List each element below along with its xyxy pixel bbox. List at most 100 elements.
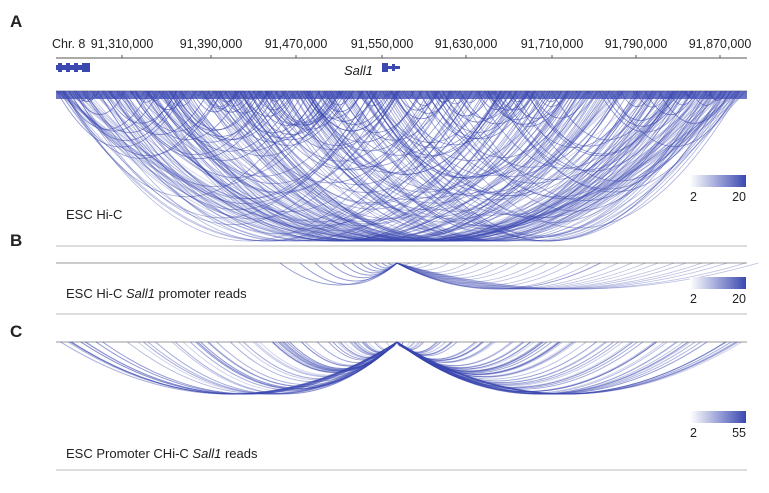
hic-arc xyxy=(484,90,549,120)
hic-arc xyxy=(62,90,711,242)
hic-arc xyxy=(213,90,332,143)
hic-arc xyxy=(131,90,736,242)
hic-arc xyxy=(456,90,714,201)
coord-tick-label: 91,470,000 xyxy=(264,37,328,51)
hic-arc xyxy=(196,90,675,242)
hic-arc xyxy=(83,90,625,242)
promoter-arc xyxy=(396,262,423,267)
hic-arc xyxy=(235,90,728,242)
chic-arc xyxy=(396,341,547,373)
chic-arc xyxy=(396,341,689,395)
hic-arc xyxy=(62,90,220,159)
promoter-arc xyxy=(396,262,450,271)
hic-arc xyxy=(56,90,739,242)
hic-arc xyxy=(110,90,508,242)
hic-arc xyxy=(134,90,716,242)
hic-arc xyxy=(163,90,363,177)
hic-arc xyxy=(77,90,748,242)
hic-arc xyxy=(124,90,377,199)
hic-arc xyxy=(145,90,677,242)
hic-arc xyxy=(274,90,400,146)
hic-arc xyxy=(365,90,727,242)
hic-arc xyxy=(84,90,452,242)
hic-arc xyxy=(437,90,494,117)
gene-model-sall1 xyxy=(382,63,400,72)
hic-arc xyxy=(224,90,528,221)
hic-arc xyxy=(102,90,724,242)
hic-arc xyxy=(434,90,683,198)
hic-arc xyxy=(169,90,522,241)
hic-arc xyxy=(56,90,740,242)
hic-arc xyxy=(365,90,569,178)
hic-arc xyxy=(109,90,210,135)
hic-arc xyxy=(378,90,674,217)
hic-arc xyxy=(290,90,599,223)
promoter-arc xyxy=(396,262,536,283)
hic-arc xyxy=(120,90,278,159)
hic-arc xyxy=(281,90,701,242)
hic-arc xyxy=(232,90,578,238)
hic-arc xyxy=(474,90,655,169)
hic-arc xyxy=(492,90,677,171)
hic-arc xyxy=(145,90,683,242)
hic-arc xyxy=(60,90,524,242)
hic-arc xyxy=(198,90,725,242)
hic-arc xyxy=(361,90,708,239)
hic-arc xyxy=(90,90,694,242)
hic-arc xyxy=(295,90,637,237)
hic-arc xyxy=(528,90,675,155)
hic-arc xyxy=(59,90,742,242)
hic-arc xyxy=(430,90,526,133)
hic-arc xyxy=(295,90,669,242)
hic-arc xyxy=(506,90,568,119)
hic-arc xyxy=(657,90,731,124)
hic-arc xyxy=(83,90,513,242)
hic-arc xyxy=(254,90,702,242)
hic-arc xyxy=(146,90,713,242)
chic-arc xyxy=(70,341,398,395)
promoter-arc xyxy=(396,262,759,290)
hic-arc xyxy=(238,90,540,219)
chic-arc xyxy=(85,341,398,395)
hic-arc xyxy=(122,90,270,156)
chic-arc xyxy=(396,341,684,395)
legend-min: 2 xyxy=(690,426,697,440)
hic-arc xyxy=(62,90,624,242)
hic-arc xyxy=(132,90,713,242)
hic-arc xyxy=(60,90,665,242)
hic-arc xyxy=(146,90,430,213)
hic-arc xyxy=(102,90,404,220)
hic-arc xyxy=(242,90,624,242)
hic-arc xyxy=(94,90,620,242)
promoter-arc xyxy=(396,262,602,290)
hic-arc xyxy=(73,90,224,157)
hic-arc xyxy=(62,90,311,197)
hic-arc xyxy=(153,90,723,242)
hic-arc xyxy=(59,90,685,242)
hic-arc xyxy=(610,90,739,147)
panel-letter-c: C xyxy=(10,322,23,341)
hic-arc xyxy=(158,90,609,242)
hic-arc xyxy=(107,90,709,242)
hic-arc xyxy=(399,90,709,223)
hic-arc xyxy=(525,90,653,147)
hic-arc xyxy=(486,90,562,125)
hic-arc xyxy=(303,90,422,143)
promoter-arc xyxy=(387,262,398,266)
hic-arc xyxy=(160,90,696,242)
hic-arc xyxy=(266,90,745,242)
hic-arc xyxy=(58,90,472,242)
hic-arc xyxy=(63,90,573,242)
hic-arc xyxy=(371,90,712,237)
hic-arc xyxy=(229,90,667,242)
hic-arc xyxy=(260,90,445,171)
hic-arc xyxy=(179,90,689,242)
coord-tick-label: 91,870,000 xyxy=(688,37,752,51)
panel-letter-a: A xyxy=(10,12,23,31)
hic-arc xyxy=(57,90,740,242)
chic-arc xyxy=(396,341,689,395)
hic-arc xyxy=(83,90,506,242)
hic-arc xyxy=(203,90,733,242)
hic-arc xyxy=(68,90,183,141)
hic-arc xyxy=(281,90,672,242)
